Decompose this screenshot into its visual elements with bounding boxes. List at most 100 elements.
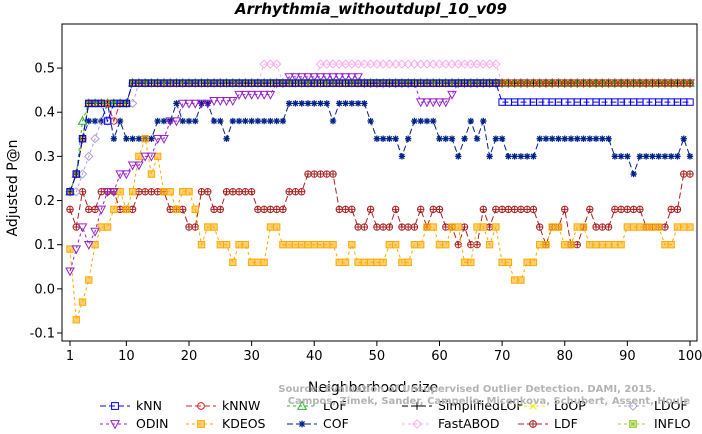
legend: kNN kNNW LOF SimplifiedLOF LoOP LDOF ODIN KDEOS… [100, 398, 691, 431]
data-point [90, 134, 100, 144]
legend-marker [628, 401, 638, 411]
data-point [334, 59, 345, 69]
data-point [529, 205, 538, 214]
data-point [66, 188, 74, 196]
legend-label: kNN [136, 398, 162, 413]
data-point [667, 240, 675, 249]
legend-label: KDEOS [222, 416, 266, 431]
data-point [386, 135, 393, 142]
data-point [329, 170, 337, 178]
data-point [116, 188, 124, 196]
data-point [604, 240, 613, 249]
data-point [298, 240, 306, 249]
data-point [649, 153, 656, 160]
data-point [328, 73, 338, 83]
data-point [173, 100, 180, 107]
data-point [222, 188, 231, 196]
legend-item-cof: COF [287, 416, 349, 431]
data-point [66, 205, 74, 214]
data-point [367, 117, 374, 125]
chart-title: Arrhythmia_withoutdupl_10_v09 [234, 0, 507, 18]
data-point [91, 205, 99, 214]
data-point [548, 223, 556, 231]
data-point [342, 100, 349, 107]
data-point [153, 188, 162, 196]
data-point [279, 240, 287, 249]
y-tick-label: 0.0 [34, 282, 55, 297]
data-point [485, 240, 494, 249]
data-point [498, 205, 506, 214]
data-point [523, 205, 531, 214]
data-point [223, 135, 230, 142]
data-point [623, 223, 632, 231]
data-point [434, 98, 445, 108]
data-point [686, 79, 694, 87]
data-point [267, 117, 274, 125]
data-point [511, 153, 518, 160]
data-point [397, 59, 407, 69]
data-point [599, 135, 606, 142]
data-point [686, 98, 694, 106]
data-point [472, 59, 482, 69]
data-point [166, 188, 174, 196]
data-point [680, 170, 688, 178]
data-point [429, 205, 437, 214]
data-point [265, 90, 276, 100]
data-point [460, 223, 469, 231]
data-point [315, 59, 326, 69]
data-point [127, 161, 138, 171]
data-point [85, 117, 92, 125]
data-point [360, 223, 369, 231]
y-tick-label: 0.4 [34, 106, 55, 121]
data-point [498, 135, 506, 142]
data-point [84, 151, 94, 162]
data-point [304, 100, 312, 107]
data-point [292, 100, 299, 107]
data-point [384, 59, 395, 69]
data-point [135, 135, 143, 142]
x-tick-label: 80 [556, 349, 573, 364]
data-point [353, 59, 363, 69]
data-point [110, 135, 118, 142]
data-point [448, 223, 456, 231]
data-point [346, 73, 357, 83]
data-point [448, 135, 456, 142]
data-point [617, 240, 625, 249]
legend-marker [197, 420, 205, 428]
data-point [210, 117, 218, 125]
data-point [317, 100, 324, 107]
data-point [435, 240, 444, 249]
data-point [315, 73, 326, 83]
data-point [116, 205, 124, 214]
data-point [328, 59, 338, 69]
data-point [129, 135, 136, 142]
data-point [378, 59, 388, 69]
data-point [102, 188, 113, 197]
data-point [554, 223, 563, 231]
legend-item-ldof: LDOF [618, 398, 688, 413]
data-point [580, 135, 587, 142]
data-point [379, 223, 387, 231]
data-point [385, 223, 394, 231]
data-point [266, 205, 275, 214]
data-point [530, 153, 537, 160]
data-point [361, 100, 368, 107]
data-point [321, 73, 332, 83]
data-point [492, 223, 500, 231]
legend-item-simplifiedlof: SimplifiedLOF [402, 398, 524, 413]
data-point [204, 223, 212, 231]
data-point [259, 59, 269, 69]
legend-marker [529, 402, 537, 410]
data-point [260, 258, 268, 267]
data-point [467, 240, 475, 249]
data-point [123, 135, 130, 142]
data-point [461, 135, 468, 142]
data-point [422, 98, 432, 108]
data-point [442, 135, 449, 142]
data-point [372, 59, 382, 69]
legend-item-lof: LOF [287, 398, 347, 413]
data-point [466, 59, 476, 69]
data-point [654, 223, 663, 231]
data-point [273, 117, 280, 125]
data-point [611, 205, 619, 214]
